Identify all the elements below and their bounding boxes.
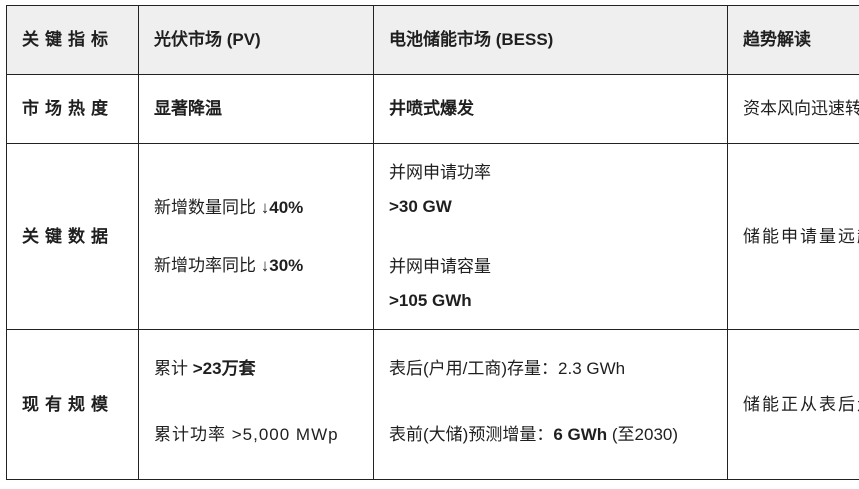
bess-capacity-label: 并网申请容量 xyxy=(389,256,491,276)
table-row-key-data: 关键数据 新增数量同比 ↓40% 新增功率同比 ↓30% 并网申请功率 >30 … xyxy=(6,143,859,330)
table-row-market-heat: 市场热度 显著降温 井喷式爆发 资本风向迅速转移 xyxy=(6,74,859,144)
bess-capacity-value: >105 GWh xyxy=(389,290,472,310)
pv-cell: 新增数量同比 ↓40% 新增功率同比 ↓30% xyxy=(138,143,374,330)
pv-cell: 累计 >23万套 累计功率 >5,000 MWp xyxy=(138,329,374,480)
comparison-table: 关键指标 光伏市场 (PV) 电池储能市场 (BESS) 趋势解读 市场热度 显… xyxy=(6,5,859,480)
row-label: 现有规模 xyxy=(6,329,139,480)
row-label: 市场热度 xyxy=(6,74,139,144)
row-label: 关键数据 xyxy=(6,143,139,330)
pv-cell: 显著降温 xyxy=(138,74,374,144)
header-bess-market: 电池储能市场 (BESS) xyxy=(373,5,728,75)
bess-power-value: >30 GW xyxy=(389,196,452,216)
pv-count-yoy: 新增数量同比 ↓40% xyxy=(154,197,304,217)
trend-cell: 资本风向迅速转移 xyxy=(727,74,859,144)
bess-ftm-forecast: 表前(大储)预测增量：6 GWh (至2030) xyxy=(389,425,679,444)
header-key-metric: 关键指标 xyxy=(6,5,139,75)
header-trend: 趋势解读 xyxy=(727,5,859,75)
header-row: 关键指标 光伏市场 (PV) 电池储能市场 (BESS) 趋势解读 xyxy=(6,5,859,75)
table-row-existing-scale: 现有规模 累计 >23万套 累计功率 >5,000 MWp 表后(户用/工商)存… xyxy=(6,329,859,480)
bess-btm-stock: 表后(户用/工商)存量：2.3 GWh xyxy=(389,359,626,378)
pv-cumulative-power: 累计功率 >5,000 MWp xyxy=(154,425,339,444)
bess-cell: 表后(户用/工商)存量：2.3 GWh 表前(大储)预测增量：6 GWh (至2… xyxy=(373,329,728,480)
pv-power-yoy: 新增功率同比 ↓30% xyxy=(154,255,304,275)
bess-cell: 井喷式爆发 xyxy=(373,74,728,144)
header-pv-market: 光伏市场 (PV) xyxy=(138,5,374,75)
bess-cell: 并网申请功率 >30 GW 并网申请容量 >105 GWh xyxy=(373,143,728,330)
pv-cumulative-units: 累计 >23万套 xyxy=(154,359,256,378)
trend-cell: 储能申请量远超电网负荷 xyxy=(727,143,859,330)
bess-power-label: 并网申请功率 xyxy=(389,162,491,182)
trend-cell: 储能正从表后走向表前 xyxy=(727,329,859,480)
